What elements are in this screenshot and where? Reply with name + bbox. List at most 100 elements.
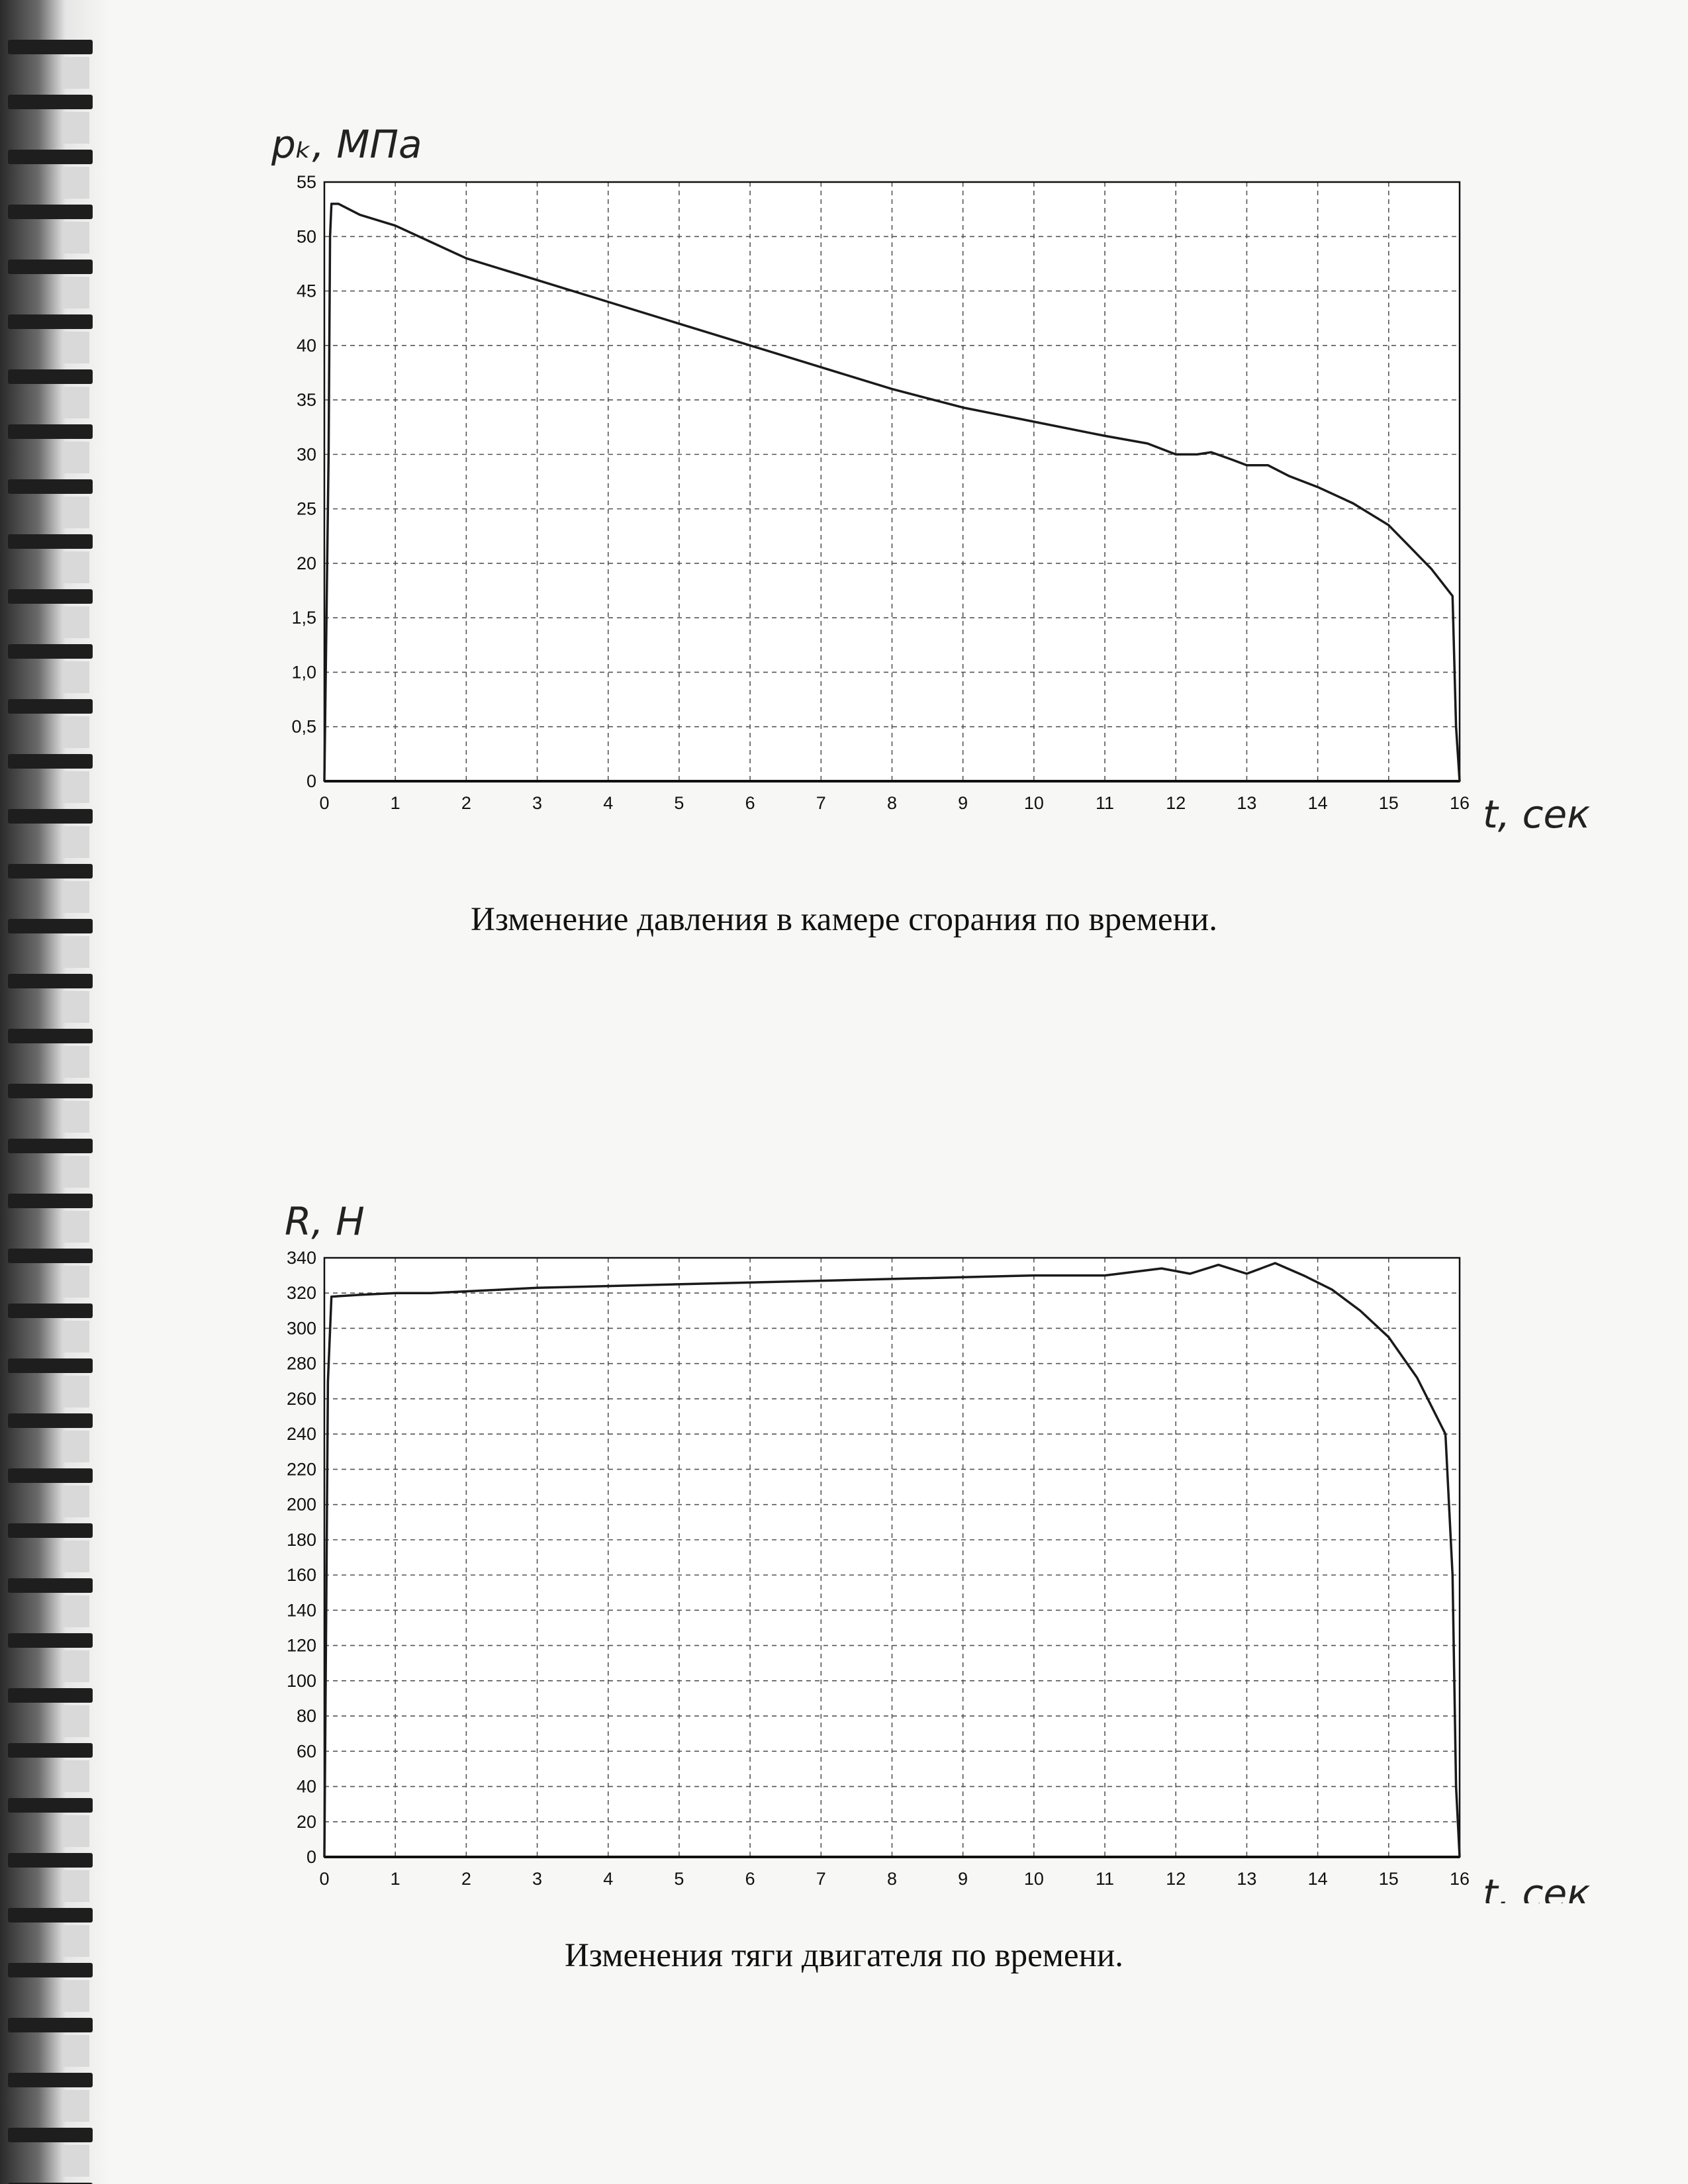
binding-loop [8,1578,93,1593]
binding-loop [8,1688,93,1703]
binding-loop [8,1743,93,1758]
binding-loop [8,1084,93,1098]
binding-hole [63,442,89,473]
y-tick-label: 280 [287,1354,316,1374]
x-tick-label: 13 [1237,1869,1256,1889]
binding-hole [63,1156,89,1188]
binding-loop [8,1029,93,1043]
binding-hole [63,1925,89,1957]
binding-hole [63,332,89,363]
y-tick-label: 0 [306,771,316,791]
binding-hole [63,1321,89,1353]
x-tick-label: 3 [532,1869,542,1889]
binding-hole [63,2145,89,2177]
x-tick-label: 16 [1450,1869,1470,1889]
x-tick-label: 10 [1024,793,1044,813]
binding-hole [63,1046,89,1078]
y-tick-label: 55 [297,172,316,192]
binding-hole [63,716,89,748]
binding-loop [8,95,93,109]
binding-hole [63,1760,89,1792]
binding-hole [63,606,89,638]
binding-loop [8,1468,93,1483]
binding-hole [63,1815,89,1847]
x-tick-label: 4 [603,1869,613,1889]
pressure-chart: pₖ, МПа t, сек 0 1 2 3 4 5 6 7 8 9 10 11 12 13 14 15 16 0… [265,113,1602,841]
y-tick-label: 340 [287,1248,316,1268]
binding-loop [8,1908,93,1923]
binding-loop [8,1633,93,1648]
binding-hole [63,661,89,693]
binding-hole [63,1870,89,1902]
y-tick-label: 1,0 [291,662,316,682]
y-tick-label: 320 [287,1283,316,1303]
thrust-chart-svg: R, Н t, сек 0 1 2 3 4 5 6 7 8 9 10 11 12 13 14 15 160204… [285,1199,1590,1903]
binding-hole [63,1650,89,1682]
binding-loop [8,260,93,274]
thrust-chart: R, Н t, сек 0 1 2 3 4 5 6 7 8 9 10 11 12 13 14 15 16 0 20 4… [265,1175,1602,1903]
binding-loop [8,1798,93,1813]
binding-hole [63,551,89,583]
x-axis-title: t, сек [1483,792,1590,837]
binding-loop [8,2128,93,2142]
binding-loop [8,1853,93,1868]
binding-hole [63,167,89,199]
binding-hole [63,222,89,254]
binding-loop [8,2073,93,2087]
x-tick-label: 8 [887,1869,897,1889]
series-line [323,1262,1461,1858]
y-tick-label: 50 [297,226,316,246]
y-tick-label: 240 [287,1424,316,1444]
x-tick-label: 7 [816,793,826,813]
y-tick-label: 180 [287,1530,316,1550]
binding-loop [8,150,93,164]
y-tick-label: 30 [297,444,316,464]
x-tick-label: 0 [319,793,329,813]
y-tick-label: 20 [297,553,316,573]
binding-hole [63,2035,89,2067]
x-tick-label: 5 [674,1869,684,1889]
spiral-binding [0,0,109,2184]
binding-hole [63,1705,89,1737]
pressure-chart-caption: Изменение давления в камере сгорания по … [471,901,1217,938]
x-tick-label: 8 [887,793,897,813]
y-tick-label: 220 [287,1459,316,1479]
thrust-chart-caption: Изменения тяги двигателя по времени. [564,1937,1124,1974]
x-tick-label: 16 [1450,793,1470,813]
x-tick-label: 11 [1096,1869,1114,1889]
y-tick-label: 160 [287,1565,316,1585]
binding-loop [8,1963,93,1977]
binding-loop [8,1413,93,1428]
y-tick-label: 40 [297,336,316,356]
binding-hole [63,1211,89,1243]
binding-loop [8,1523,93,1538]
binding-hole [63,2090,89,2122]
y-axis-title: pₖ, МПа [271,122,422,167]
x-tick-label: 7 [816,1869,826,1889]
x-tick-label: 11 [1096,793,1114,813]
x-tick-label: 6 [745,793,755,813]
y-tick-label: 40 [297,1777,316,1797]
binding-hole [63,1980,89,2012]
x-axis-title: t, сек [1483,1871,1590,1903]
y-tick-label: 45 [297,281,316,301]
binding-loop [8,754,93,769]
binding-loop [8,205,93,219]
x-tick-label: 13 [1237,793,1256,813]
binding-hole [63,1541,89,1572]
y-tick-label: 0 [306,1847,316,1867]
binding-hole [63,57,89,89]
binding-loop [8,40,93,54]
binding-hole [63,991,89,1023]
x-tick-label: 14 [1308,1869,1328,1889]
binding-hole [63,1431,89,1462]
y-tick-label: 0,5 [291,717,316,737]
y-tick-label: 260 [287,1389,316,1409]
binding-loop [8,424,93,439]
binding-loop [8,1358,93,1373]
y-tick-label: 25 [297,499,316,519]
binding-hole [63,1101,89,1133]
binding-hole [63,936,89,968]
x-tick-label: 5 [674,793,684,813]
x-tick-label: 3 [532,793,542,813]
